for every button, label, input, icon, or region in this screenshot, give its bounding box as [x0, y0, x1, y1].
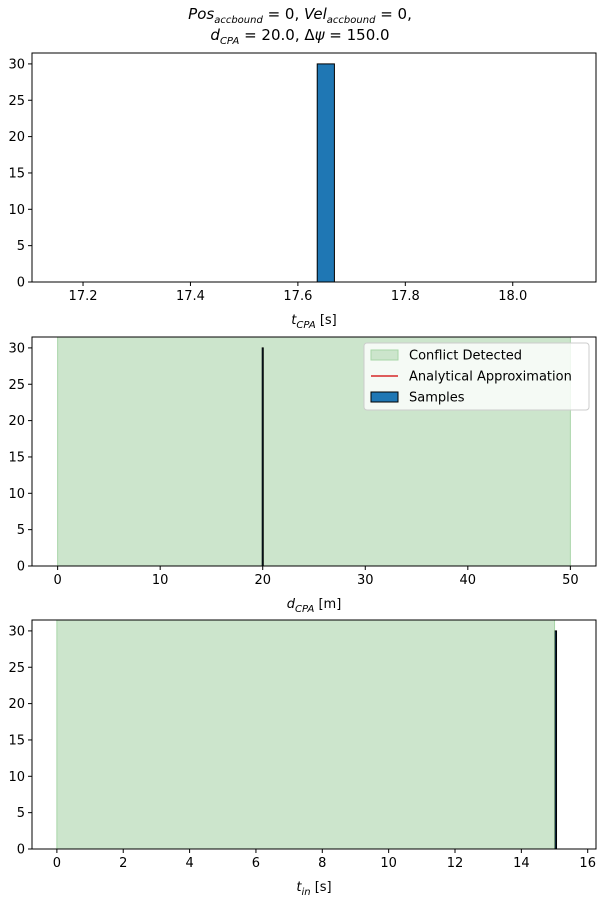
x-axis-label: tin [s] — [296, 880, 331, 898]
y-tick-label: 30 — [8, 341, 25, 356]
legend-entry-label: Conflict Detected — [409, 349, 522, 364]
x-tick-label: 10 — [380, 856, 397, 871]
x-tick-label: 20 — [254, 573, 271, 588]
y-tick-label: 5 — [17, 806, 25, 821]
x-tick-label: 10 — [152, 573, 169, 588]
x-tick-label: 6 — [252, 856, 260, 871]
y-tick-label: 0 — [17, 560, 25, 575]
y-tick-label: 15 — [8, 733, 25, 748]
x-tick-label: 4 — [185, 856, 193, 871]
x-tick-label: 12 — [447, 856, 464, 871]
y-tick-label: 25 — [8, 661, 25, 676]
x-tick-label: 17.8 — [391, 289, 420, 304]
figure-title-line1: Posaccbound = 0, Velaccbound = 0, — [188, 5, 412, 26]
y-tick-label: 10 — [8, 487, 25, 502]
y-tick-label: 30 — [8, 57, 25, 72]
x-tick-label: 17.4 — [176, 289, 205, 304]
x-tick-label: 18.0 — [498, 289, 527, 304]
x-tick-label: 30 — [357, 573, 374, 588]
legend-conflict-swatch — [370, 349, 399, 361]
x-tick-label: 0 — [53, 573, 61, 588]
axes-frame — [31, 336, 597, 567]
x-tick-label: 8 — [318, 856, 326, 871]
y-tick-label: 15 — [8, 450, 25, 465]
figure-title-line2: dCPA = 20.0, Δψ = 150.0 — [210, 26, 389, 47]
y-tick-label: 5 — [17, 523, 25, 538]
x-axis-label: tCPA [s] — [291, 313, 337, 331]
y-tick-label: 30 — [8, 624, 25, 639]
axes-frame — [31, 619, 597, 850]
histogram-bar — [554, 630, 558, 850]
y-tick-label: 20 — [8, 697, 25, 712]
legend-samples-swatch — [370, 391, 399, 403]
y-tick-label: 25 — [8, 378, 25, 393]
histogram-bar — [261, 347, 264, 567]
axes-frame — [31, 52, 597, 283]
y-tick-label: 25 — [8, 94, 25, 109]
y-tick-label: 10 — [8, 203, 25, 218]
y-tick-label: 15 — [8, 166, 25, 181]
y-tick-label: 0 — [17, 276, 25, 291]
x-tick-label: 2 — [119, 856, 127, 871]
x-axis-label: dCPA [m] — [287, 597, 342, 615]
y-tick-label: 20 — [8, 130, 25, 145]
y-tick-label: 20 — [8, 414, 25, 429]
histogram-bar — [316, 63, 335, 283]
y-tick-label: 10 — [8, 770, 25, 785]
y-tick-label: 5 — [17, 239, 25, 254]
legend-entry-label: Analytical Approximation — [409, 370, 572, 385]
legend: Conflict Detected Analytical Approximatio… — [363, 342, 590, 411]
x-tick-label: 14 — [513, 856, 530, 871]
conflict-region — [56, 619, 556, 850]
subplot-1: 17.2 17.4 17.6 17.8 18.0 0 5 10 15 20 25 30 tCPA [s] — [8, 52, 597, 331]
legend-box — [363, 342, 590, 411]
x-tick-label: 17.2 — [69, 289, 98, 304]
legend-entry-label: Samples — [409, 391, 465, 406]
x-tick-label: 40 — [460, 573, 477, 588]
y-tick-label: 0 — [17, 843, 25, 858]
x-tick-label: 17.6 — [283, 289, 312, 304]
subplot-3: 0 2 4 6 8 10 12 14 16 0 5 10 15 20 25 30 tin [s] — [8, 619, 597, 898]
x-tick-label: 50 — [562, 573, 579, 588]
subplot-2: 0 10 20 30 40 50 0 5 10 15 20 25 30 dCPA [m] Conflict … — [8, 336, 597, 615]
x-tick-label: 16 — [579, 856, 596, 871]
x-tick-label: 0 — [53, 856, 61, 871]
